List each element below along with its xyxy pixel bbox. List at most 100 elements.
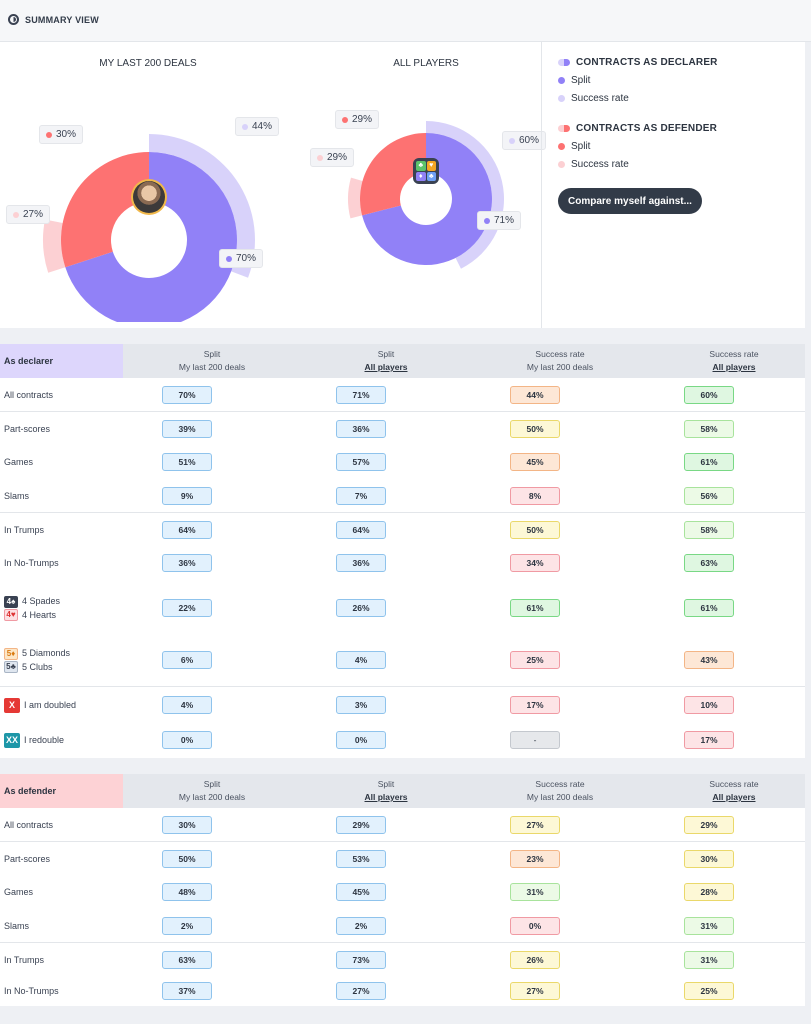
all-players-link[interactable]: All players — [364, 362, 408, 372]
row-label: In No-Trumps — [4, 976, 59, 1006]
value-cell: 2% — [162, 916, 212, 935]
row-label: Slams — [4, 909, 29, 942]
all-success-defender-chip: 29% — [310, 148, 355, 167]
success-defender-arc — [348, 177, 363, 219]
row-label-text: In Trumps — [4, 955, 45, 965]
value-cell: 44% — [510, 385, 560, 404]
value-cell: 50% — [510, 521, 560, 539]
table-row: In Trumps 64% 64% 50% 58% — [0, 512, 805, 546]
value-cell: 3% — [336, 696, 386, 714]
value-cell: 30% — [684, 850, 734, 868]
value-cell: 7% — [336, 486, 386, 505]
major-suits-icon: 4♠ 4♥ — [4, 595, 18, 621]
table-row: In Trumps 63% 73% 26% 31% — [0, 942, 805, 976]
row-label: 5♦ 5♣ 5 Diamonds 5 Clubs — [4, 638, 70, 682]
value-cell: 29% — [336, 815, 386, 834]
legend-declarer-split: Split — [558, 75, 590, 86]
value-cell: 34% — [510, 554, 560, 572]
value-cell: 9% — [162, 486, 212, 505]
value-cell: 2% — [336, 916, 386, 935]
value-cell: 27% — [510, 815, 560, 834]
value-cell: 30% — [162, 815, 212, 834]
col-success-mine: Success rate My last 200 deals — [526, 779, 594, 802]
table-row: Slams 9% 7% 8% 56% — [0, 479, 805, 512]
my-deals-donut-chart — [42, 134, 255, 322]
value-cell: 70% — [162, 385, 212, 404]
value-cell: 71% — [336, 385, 386, 404]
value-cell: 31% — [684, 951, 734, 969]
row-label-text: 5 Clubs — [22, 662, 53, 672]
row-label: Games — [4, 445, 33, 479]
row-label: Slams — [4, 479, 29, 512]
value-cell: 36% — [336, 420, 386, 438]
row-label: All contracts — [4, 808, 53, 841]
legend-defender-split: Split — [558, 141, 590, 152]
all-players-link[interactable]: All players — [712, 792, 756, 802]
table-row: In No-Trumps 36% 36% 34% 63% — [0, 546, 805, 580]
value-cell: 58% — [684, 420, 734, 438]
value-cell: 43% — [684, 651, 734, 669]
value-cell: 17% — [510, 696, 560, 714]
value-cell: 10% — [684, 696, 734, 714]
col-success-mine: Success rate My last 200 deals — [526, 349, 594, 372]
all-players-link[interactable]: All players — [712, 362, 756, 372]
value-cell: 39% — [162, 420, 212, 438]
success-declarer-arc — [426, 121, 504, 269]
value-cell: 45% — [336, 883, 386, 901]
minor-suits-icon: 5♦ 5♣ — [4, 647, 18, 673]
all-split-declarer-chip: 71% — [477, 211, 522, 230]
col-split-all: Split All players — [364, 349, 408, 372]
value-cell: 64% — [336, 521, 386, 539]
col-success-all: Success rate All players — [709, 779, 759, 802]
my-success-declarer-chip: 44% — [235, 117, 280, 136]
table-row: In No-Trumps 37% 27% 27% 25% — [0, 976, 805, 1006]
row-label: Part-scores — [4, 412, 50, 446]
value-cell: 31% — [684, 916, 734, 935]
row-label-text: I redouble — [24, 735, 65, 745]
row-label-text: Part-scores — [4, 854, 51, 864]
value-cell: - — [510, 731, 560, 749]
value-cell: 26% — [510, 951, 560, 969]
doubled-badge-icon: X — [4, 697, 20, 713]
row-label-text: In No-Trumps — [4, 986, 59, 996]
value-cell: 27% — [510, 982, 560, 1000]
defender-table: As defender Split My last 200 deals Split… — [0, 774, 805, 1006]
table-row: Games 51% 57% 45% 61% — [0, 445, 805, 479]
value-cell: 50% — [162, 850, 212, 868]
row-label-text: Part-scores — [4, 424, 51, 434]
summary-panel: MY LAST 200 DEALS ALL PLAYERS ♣ ♥ ♦ ♣ 30… — [0, 42, 805, 328]
row-label: Games — [4, 875, 33, 909]
value-cell: 28% — [684, 883, 734, 901]
summary-view-icon — [8, 14, 19, 25]
value-cell: 63% — [162, 951, 212, 969]
success-defender-arc — [42, 219, 66, 273]
suits-logo-icon: ♣ ♥ ♦ ♣ — [413, 158, 439, 184]
compare-button[interactable]: Compare myself against... — [558, 188, 702, 214]
row-label: 4♠ 4♥ 4 Spades 4 Hearts — [4, 586, 60, 630]
table-row: Part-scores 50% 53% 23% 30% — [0, 841, 805, 875]
split-declarer-arc — [362, 133, 492, 265]
value-cell: 45% — [510, 453, 560, 471]
summary-view-title: SUMMARY VIEW — [25, 14, 99, 25]
row-label: All contracts — [4, 378, 53, 411]
value-cell: 17% — [684, 731, 734, 749]
row-label-text: Games — [4, 457, 34, 467]
value-cell: 6% — [162, 651, 212, 669]
row-label: X I am doubled — [4, 687, 76, 723]
value-cell: 36% — [162, 554, 212, 572]
my-split-defender-chip: 30% — [39, 125, 84, 144]
top-bar: SUMMARY VIEW — [0, 0, 811, 42]
value-cell: 31% — [510, 883, 560, 901]
row-label-text: 5 Diamonds — [22, 648, 71, 658]
split-defender-arc — [360, 133, 426, 216]
value-cell: 56% — [684, 486, 734, 505]
row-label: In No-Trumps — [4, 546, 59, 580]
redoubled-badge-icon: XX — [4, 732, 20, 748]
value-cell: 0% — [162, 731, 212, 749]
value-cell: 58% — [684, 521, 734, 539]
value-cell: 51% — [162, 453, 212, 471]
row-label: In Trumps — [4, 943, 44, 977]
all-players-link[interactable]: All players — [364, 792, 408, 802]
value-cell: 60% — [684, 385, 734, 404]
col-split-all: Split All players — [364, 779, 408, 802]
